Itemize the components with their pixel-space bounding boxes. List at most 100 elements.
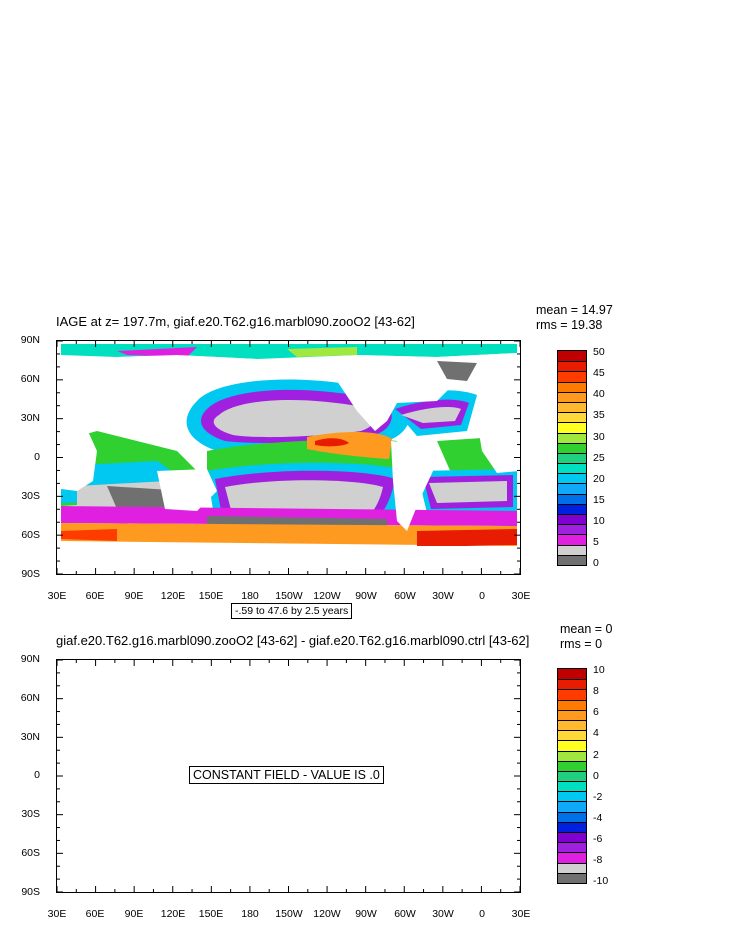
colorbar-swatch <box>558 534 586 545</box>
panel1-contour-info: -.59 to 47.6 by 2.5 years <box>231 603 353 619</box>
panel1-xtick-4: 150E <box>198 590 224 602</box>
colorbar-swatch <box>558 679 586 690</box>
land-australia <box>157 469 217 511</box>
colorbar-swatch <box>558 801 586 812</box>
colorbar-swatch <box>558 432 586 443</box>
panel2-cbar-label-5: 0 <box>593 770 599 782</box>
southern-ocean-red <box>417 529 517 547</box>
colorbar-swatch <box>558 811 586 822</box>
colorbar-swatch <box>558 872 586 883</box>
panel2-ytick-1: 60N <box>20 692 40 704</box>
sea-ice-darkgray <box>437 361 477 381</box>
southern-ocean-red-west <box>61 529 117 541</box>
panel1-ytick-5: 60S <box>21 529 40 541</box>
panel1-ytick-1: 60N <box>20 373 40 385</box>
panel1-cbar-label-7: 15 <box>593 494 605 506</box>
equatorial-pacific-red <box>315 438 349 447</box>
panel2-mean: mean = 0 <box>560 622 613 636</box>
colorbar-swatch <box>558 554 586 565</box>
colorbar-swatch <box>558 781 586 792</box>
panel1-cbar-label-0: 50 <box>593 346 605 358</box>
colorbar-swatch <box>558 422 586 433</box>
panel2-cbar-label-9: -8 <box>593 854 603 866</box>
colorbar-swatch <box>558 669 586 680</box>
panel2-cbar-label-7: -4 <box>593 812 603 824</box>
panel2-center-text: CONSTANT FIELD - VALUE IS .0 <box>189 766 384 784</box>
colorbar-swatch <box>558 463 586 474</box>
colorbar-swatch <box>558 524 586 535</box>
north-atlantic-gray <box>401 407 461 423</box>
panel1-ytick-6: 90S <box>21 568 40 580</box>
colorbar-swatch <box>558 750 586 761</box>
land-south-america <box>391 441 433 531</box>
panel2-xtick-9: 60W <box>394 908 416 920</box>
panel1-xtick-9: 60W <box>394 590 416 602</box>
panel2-xtick-10: 30W <box>432 908 454 920</box>
colorbar-swatch <box>558 351 586 362</box>
panel2-ytick-2: 30N <box>20 731 40 743</box>
panel1-cbar-label-9: 5 <box>593 536 599 548</box>
colorbar-swatch <box>558 791 586 802</box>
panel2-cbar-label-8: -6 <box>593 833 603 845</box>
colorbar-swatch <box>558 473 586 484</box>
land-north-america <box>337 355 457 431</box>
panel1-xtick-11: 0 <box>479 590 485 602</box>
colorbar-swatch <box>558 503 586 514</box>
colorbar-swatch <box>558 709 586 720</box>
colorbar-swatch <box>558 401 586 413</box>
panel2-cbar-label-4: 2 <box>593 749 599 761</box>
panel1-cbar-label-5: 25 <box>593 452 605 464</box>
panel2-xtick-7: 120W <box>313 908 341 920</box>
panel2-cbar-label-2: 6 <box>593 706 599 718</box>
colorbar-swatch <box>558 514 586 525</box>
land-eurasia <box>61 355 257 431</box>
colorbar-swatch <box>558 412 586 423</box>
colorbar-swatch <box>558 544 586 555</box>
panel1-cbar-label-2: 40 <box>593 388 605 400</box>
arctic-band <box>61 344 517 359</box>
panel2-xtick-5: 180 <box>241 908 259 920</box>
north-pacific-gray <box>213 400 375 438</box>
colorbar-swatch <box>558 770 586 782</box>
panel2-xtick-12: 30E <box>511 908 531 920</box>
colorbar-swatch <box>558 862 586 873</box>
panel2-cbar-label-6: -2 <box>593 791 603 803</box>
colorbar-swatch <box>558 842 586 853</box>
colorbar-swatch <box>558 493 586 504</box>
land-africa-east <box>477 421 519 473</box>
arctic-band-green <box>287 347 357 357</box>
colorbar-swatch <box>558 760 586 771</box>
panel1-xtick-7: 120W <box>313 590 341 602</box>
panel1-xtick-5: 180 <box>241 590 259 602</box>
panel1-cbar-label-3: 35 <box>593 409 605 421</box>
panel1-ytick-0: 90N <box>20 334 40 346</box>
land-africa <box>61 429 97 491</box>
panel1-xtick-10: 30W <box>432 590 454 602</box>
colorbar-swatch <box>558 371 586 382</box>
panel2-xtick-2: 90E <box>124 908 144 920</box>
land-antarctica <box>61 546 517 573</box>
panel2-xtick-8: 90W <box>355 908 377 920</box>
colorbar-swatch <box>558 719 586 731</box>
arctic-band-magenta <box>117 347 197 357</box>
colorbar-swatch <box>558 730 586 741</box>
colorbar-swatch <box>558 483 586 494</box>
panel2-xtick-4: 150E <box>198 908 224 920</box>
southern-ocean-orange <box>61 523 517 546</box>
panel2-ytick-0: 90N <box>20 653 40 665</box>
colorbar-swatch <box>558 740 586 751</box>
panel2-xtick-1: 60E <box>85 908 105 920</box>
colorbar-swatch <box>558 821 586 832</box>
colorbar-swatch <box>558 361 586 372</box>
colorbar-swatch <box>558 452 586 464</box>
panel1-ytick-4: 30S <box>21 490 40 502</box>
colorbar-swatch <box>558 832 586 843</box>
panel1-title: IAGE at z= 197.7m, giaf.e20.T62.g16.marb… <box>56 314 415 329</box>
panel1-cbar-label-10: 0 <box>593 557 599 569</box>
panel2-axes <box>57 660 520 892</box>
panel1-cbar-label-1: 45 <box>593 367 605 379</box>
panel1-ytick-2: 30N <box>20 412 40 424</box>
colorbar-swatch <box>558 852 586 863</box>
panel1-xtick-12: 30E <box>511 590 531 602</box>
panel1-xtick-6: 150W <box>275 590 303 602</box>
